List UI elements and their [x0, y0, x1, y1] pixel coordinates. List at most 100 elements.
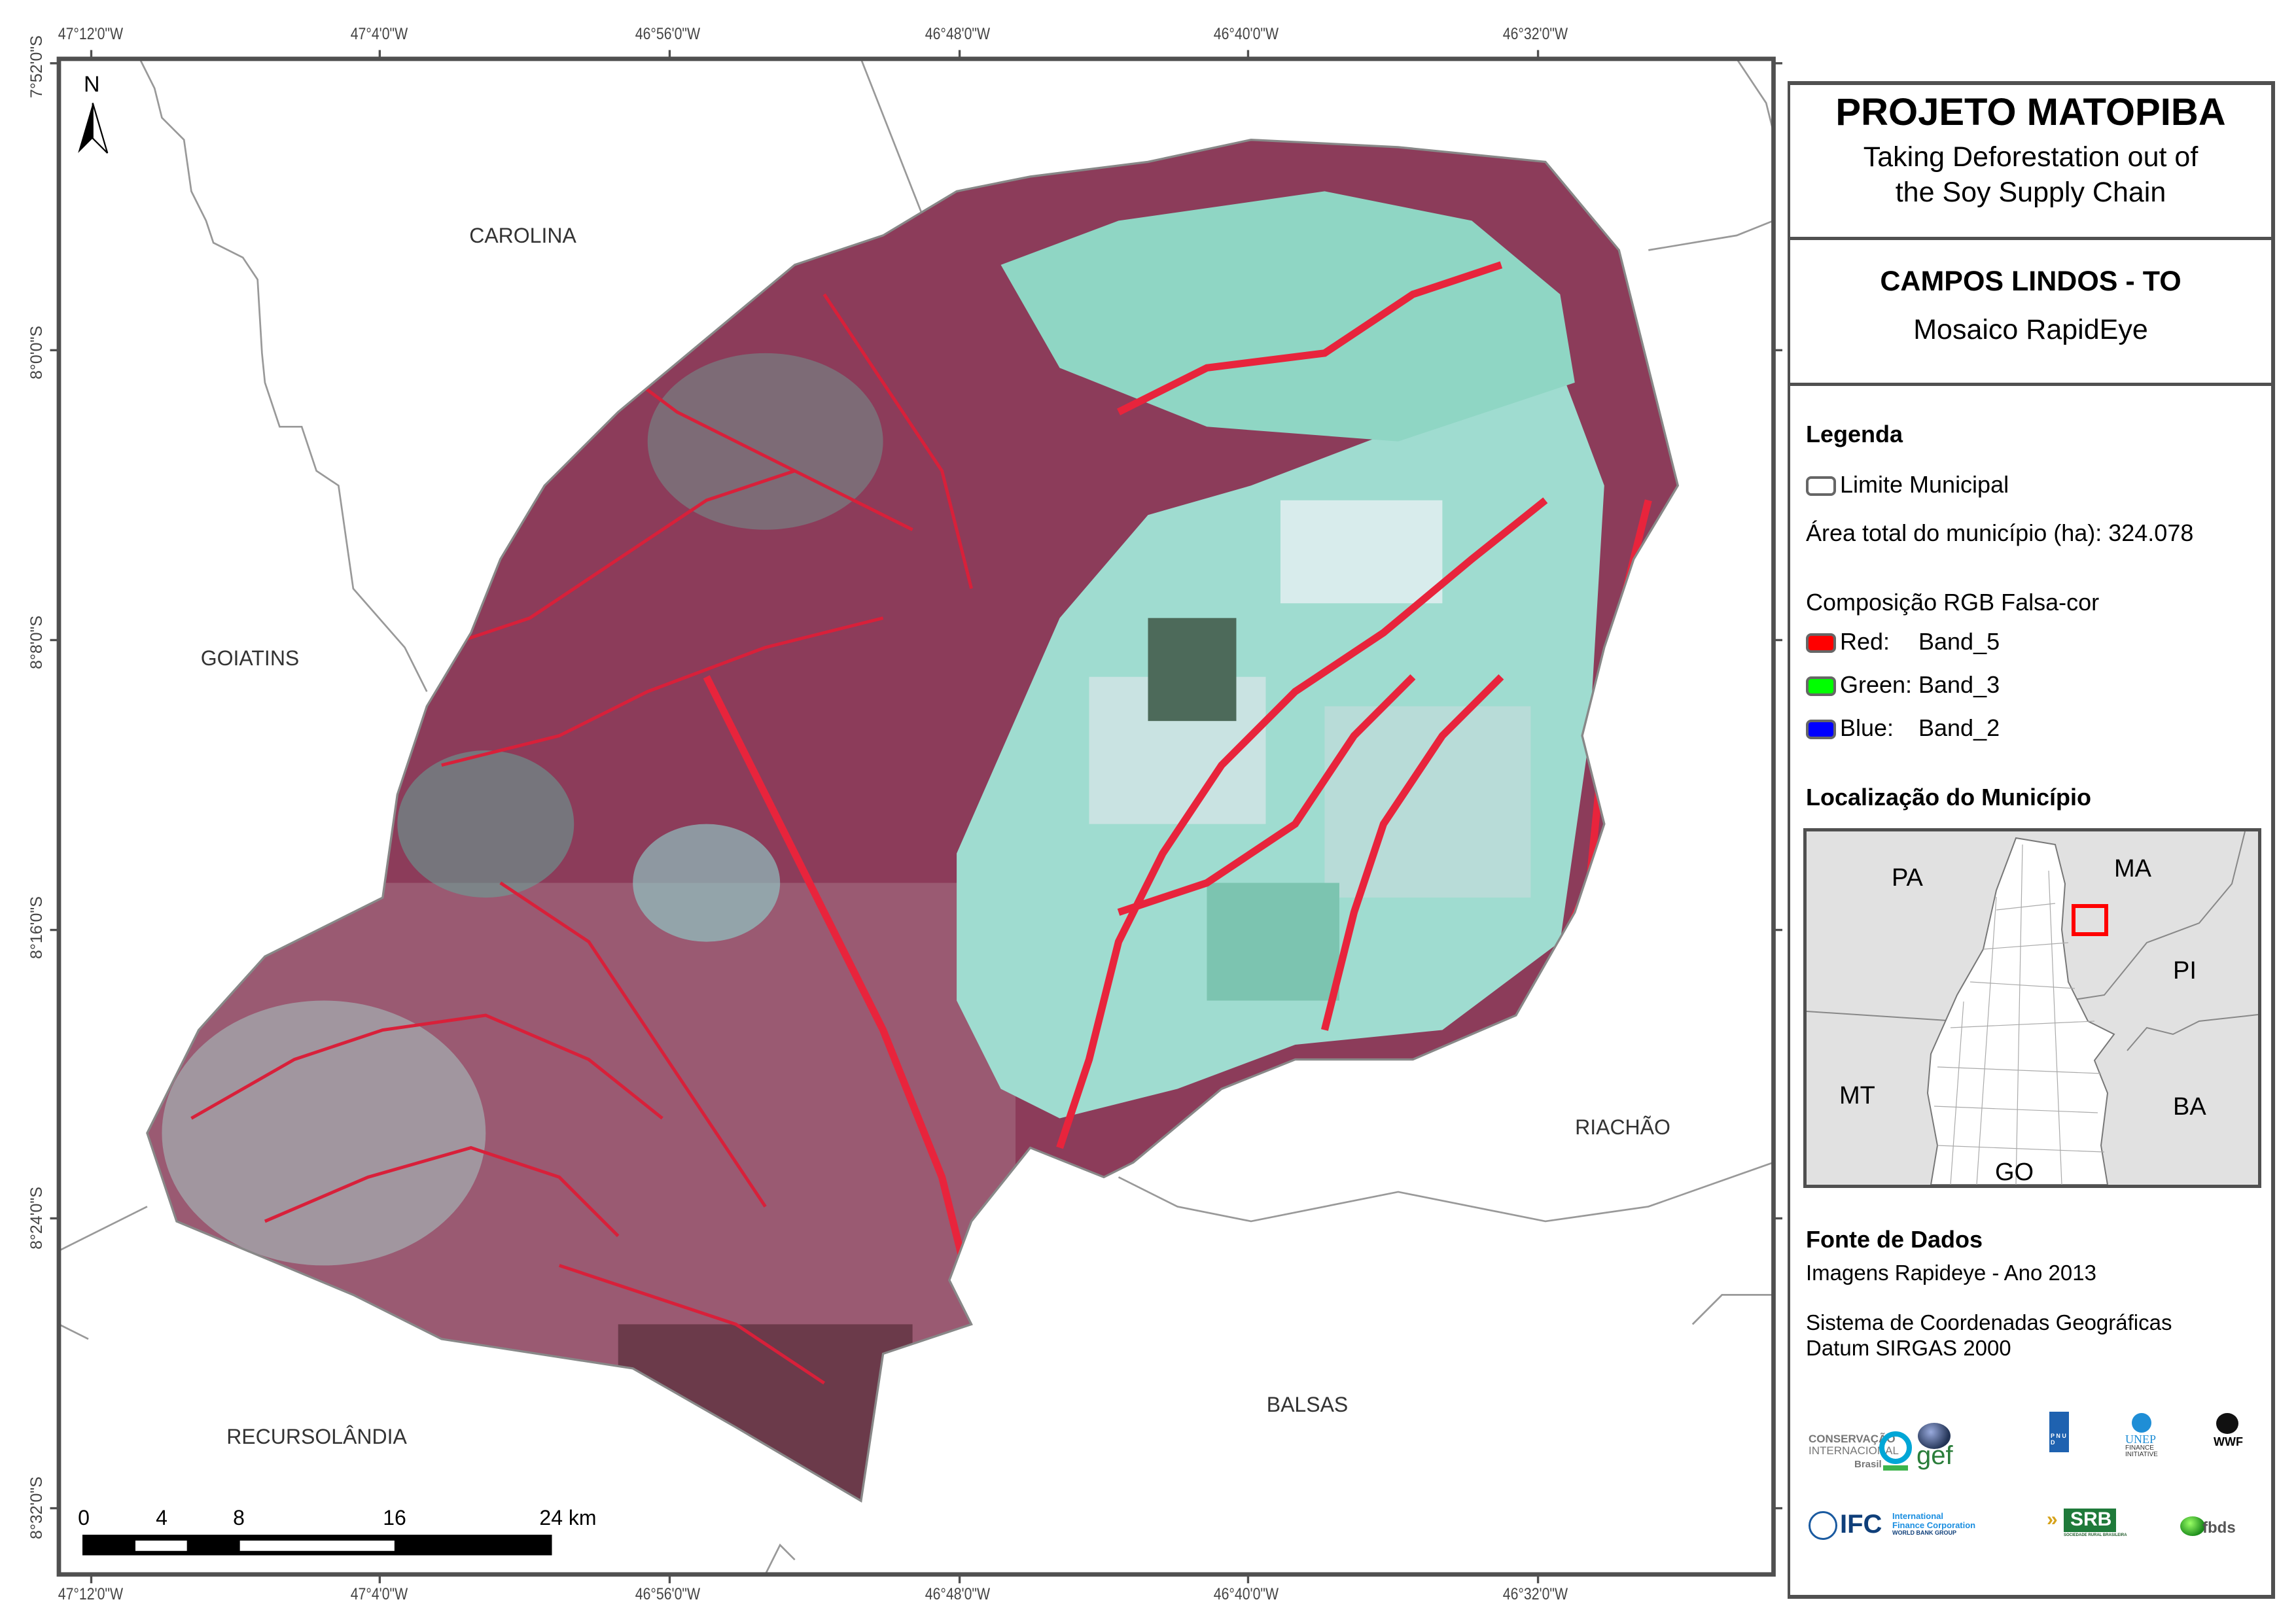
lon-label: 46°48'0"W: [925, 1585, 991, 1603]
chevrons-icon: »: [2047, 1509, 2058, 1530]
lon-label: 46°56'0"W: [635, 1585, 701, 1603]
state-label-ba: BA: [2173, 1093, 2206, 1121]
logo-text: Finance Corporation: [1892, 1520, 1976, 1530]
logo-text: FINANCE: [2125, 1444, 2154, 1452]
srb-badge: SRB: [2064, 1509, 2116, 1532]
legend-item-limit: Limite Municipal: [1806, 471, 2009, 498]
logo-text: CONSERVAÇÃO: [1809, 1433, 1896, 1445]
graticule-ticks: [50, 50, 1782, 1584]
sources-crs-1: Sistema de Coordenadas Geográficas: [1806, 1310, 2172, 1335]
logo-text: WWF: [2214, 1435, 2243, 1448]
logo-text: P N U D: [2051, 1433, 2066, 1446]
logo-text: UNEP: [2125, 1433, 2157, 1446]
project-title: PROJETO MATOPIBA: [1835, 91, 2226, 133]
project-subtitle-1: Taking Deforestation out of: [1863, 141, 2199, 173]
place-label-balsas: BALSAS: [1266, 1393, 1349, 1416]
scale-tick: 0: [78, 1506, 90, 1529]
logo-text: International: [1892, 1511, 1944, 1521]
legend-item-green: Green: Band_3: [1806, 671, 2000, 699]
lon-label: 46°40'0"W: [1213, 1585, 1279, 1603]
place-label-carolina: CAROLINA: [469, 224, 576, 247]
logo-text: INTERNACIONAL: [1809, 1444, 1899, 1457]
lon-label: 47°12'0"W: [58, 1585, 124, 1603]
lon-label: 46°32'0"W: [1502, 1585, 1568, 1603]
project-subtitle-2: the Soy Supply Chain: [1895, 177, 2166, 208]
unep-emblem-icon: [2132, 1413, 2151, 1433]
legend-item-blue: Blue: Band_2: [1806, 714, 2000, 742]
sources-imagery: Imagens Rapideye - Ano 2013: [1806, 1261, 2096, 1285]
lat-label: 8°32'0"S: [27, 1476, 46, 1539]
channel-label: Blue:: [1840, 714, 1894, 741]
lon-label: 47°12'0"W: [58, 25, 124, 43]
ci-ring-icon: [1879, 1431, 1912, 1464]
sources-crs-2: Datum SIRGAS 2000: [1806, 1336, 2011, 1360]
scale-tick: 16: [383, 1506, 406, 1529]
location-inset-map: PA MA PI MT BA GO: [1803, 828, 2261, 1188]
ci-bar-icon: [1883, 1465, 1908, 1471]
pnud-logo: P N U D: [2049, 1412, 2069, 1452]
scale-bar: [82, 1535, 552, 1556]
logo-text: IFC: [1840, 1510, 1882, 1539]
panda-icon: [2216, 1413, 2238, 1434]
place-label-recursolandia: RECURSOLÂNDIA: [226, 1425, 407, 1448]
lon-label: 47°4'0"W: [350, 25, 408, 43]
lat-label: 8°24'0"S: [27, 1187, 46, 1249]
area-label: Área total do município (ha): 324.078: [1806, 519, 2194, 546]
state-label-ma: MA: [2114, 855, 2151, 882]
state-label-pa: PA: [1892, 864, 1923, 892]
map-frame: [56, 56, 1776, 1577]
scale-tick: 8: [233, 1506, 245, 1529]
scale-tick: 24 km: [539, 1506, 597, 1529]
red-swatch: [1806, 633, 1836, 654]
tocantins-state: [1926, 837, 2115, 1185]
logo-text: WORLD BANK GROUP: [1892, 1529, 1956, 1536]
blue-swatch: [1806, 720, 1836, 740]
channel-label: Red:: [1840, 628, 1890, 655]
rapideye-mosaic: [147, 139, 1678, 1501]
lon-label: 46°48'0"W: [925, 25, 991, 43]
municipality-highlight: [2072, 904, 2108, 936]
globe-icon: [1918, 1423, 1951, 1449]
lon-label: 46°56'0"W: [635, 25, 701, 43]
scale-tick: 4: [156, 1506, 168, 1529]
legend-item-red: Red: Band_5: [1806, 628, 2000, 655]
divider: [1790, 383, 2271, 386]
logo-text: SOCIEDADE RURAL BRASILEIRA: [2064, 1533, 2127, 1537]
state-label-mt: MT: [1839, 1082, 1875, 1109]
logo-text: INITIATIVE: [2125, 1451, 2158, 1458]
municipality-title: CAMPOS LINDOS - TO: [1880, 266, 2181, 297]
limit-swatch: [1806, 476, 1836, 497]
lon-label: 46°40'0"W: [1213, 25, 1279, 43]
lat-label: 8°16'0"S: [27, 896, 46, 959]
logo-text: Brasil: [1854, 1459, 1882, 1470]
place-label-riachao: RIACHÃO: [1575, 1115, 1670, 1139]
sources-title: Fonte de Dados: [1806, 1226, 1983, 1253]
green-swatch: [1806, 676, 1836, 697]
state-label-go: GO: [1995, 1159, 2034, 1186]
lat-label: 8°8'0"S: [27, 615, 46, 669]
legend-item-label: Limite Municipal: [1840, 471, 2009, 498]
lat-label: 8°0'0"S: [27, 325, 46, 379]
band-label: Band_2: [1918, 714, 2000, 741]
neighbor-boundaries: [58, 58, 1775, 1575]
municipal-boundary: [146, 138, 1680, 1503]
lat-label: 7°52'0"S: [27, 35, 46, 98]
globe-icon: [1809, 1511, 1837, 1540]
location-title: Localização do Município: [1806, 784, 2092, 811]
logo-text: gef: [1916, 1441, 1953, 1470]
north-arrow-icon: [78, 103, 109, 154]
mosaic-label: Mosaico RapidEye: [1913, 314, 2148, 345]
north-label: N: [84, 72, 100, 97]
legend-title: Legenda: [1806, 421, 1903, 447]
state-label-pi: PI: [2173, 957, 2197, 985]
lon-label: 46°32'0"W: [1502, 25, 1568, 43]
legend-panel: PROJETO MATOPIBA Taking Deforestation ou…: [1788, 81, 2275, 1599]
channel-label: Green:: [1840, 671, 1913, 698]
composition-title: Composição RGB Falsa-cor: [1806, 589, 2100, 616]
divider: [1790, 237, 2271, 240]
logo-text: SRB: [2070, 1509, 2112, 1530]
inset-map-drawing: [1807, 831, 2258, 1185]
band-label: Band_3: [1918, 671, 2000, 698]
green-sphere-icon: [2180, 1516, 2205, 1536]
